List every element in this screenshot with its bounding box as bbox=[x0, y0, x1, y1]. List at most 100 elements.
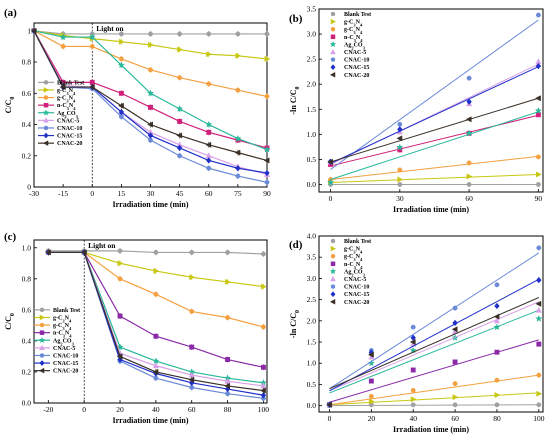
legend-marker bbox=[330, 11, 336, 17]
y-tick-label: 3.5 bbox=[307, 5, 317, 14]
data-point bbox=[264, 169, 270, 177]
series-g-c-n--2 bbox=[328, 154, 541, 182]
data-point bbox=[177, 31, 183, 37]
data-point bbox=[153, 267, 160, 275]
legend-label: CNAC-10 bbox=[57, 126, 82, 132]
data-point bbox=[176, 132, 183, 139]
data-point bbox=[326, 178, 335, 186]
data-point bbox=[89, 43, 95, 49]
y-tick-label: 0.0 bbox=[22, 399, 32, 408]
data-point bbox=[536, 402, 542, 408]
legend-label: g-C3N4 bbox=[57, 88, 76, 96]
x-tick-label: 75 bbox=[234, 189, 242, 198]
legend-label: g-C3N4 bbox=[57, 96, 76, 104]
series-blank-test-0 bbox=[327, 402, 542, 409]
legend-label: CNAC-10 bbox=[344, 58, 369, 64]
data-point bbox=[536, 341, 542, 347]
y-tick-label: 0 bbox=[27, 183, 31, 192]
data-point bbox=[396, 135, 403, 142]
data-point bbox=[225, 357, 231, 362]
data-point bbox=[466, 182, 472, 187]
x-tick-label: 20 bbox=[368, 414, 376, 423]
data-point bbox=[452, 381, 458, 387]
y-tick-label: 0.5 bbox=[307, 380, 317, 389]
plot-frame-d bbox=[318, 235, 544, 413]
series-n-c-n--3 bbox=[327, 339, 542, 408]
data-point bbox=[153, 333, 159, 339]
series-blank-test-0 bbox=[328, 182, 541, 187]
data-point bbox=[146, 89, 155, 97]
data-point bbox=[326, 401, 332, 408]
y-tick-label: 0.5 bbox=[307, 155, 317, 164]
legend-label: CNAC-20 bbox=[57, 141, 82, 147]
panel-label-d: (d) bbox=[289, 239, 303, 251]
data-point bbox=[397, 121, 403, 127]
x-tick-label: 90 bbox=[263, 189, 271, 198]
legend-label: CNAC-20 bbox=[344, 300, 369, 306]
legend-label: CNAC-5 bbox=[53, 346, 75, 352]
data-point bbox=[264, 93, 270, 99]
y-tick-label: 3.5 bbox=[307, 253, 317, 262]
panel-a: (a) -30 -15 0 15 30 45 60 75 90 0 0.2 0.4 0.6 0.8 1 Irra… bbox=[4, 7, 271, 209]
data-point bbox=[235, 173, 241, 179]
light-on-label: Light on bbox=[88, 241, 116, 250]
data-point bbox=[205, 120, 213, 128]
fit-line bbox=[329, 309, 539, 394]
legend-label: CNAC-20 bbox=[344, 73, 369, 79]
data-point bbox=[234, 149, 241, 156]
fit-line bbox=[330, 97, 539, 163]
data-point bbox=[152, 368, 159, 376]
x-tick-label: 60 bbox=[188, 405, 196, 414]
data-point bbox=[206, 81, 212, 87]
data-point bbox=[410, 387, 416, 393]
data-point bbox=[536, 245, 542, 251]
y-tick-label: 1.5 bbox=[307, 338, 317, 347]
series-cnac-20-8 bbox=[326, 297, 542, 408]
legend-label: n-C3N4 bbox=[57, 103, 76, 111]
y-tick-label: 0.6 bbox=[22, 305, 32, 314]
data-point bbox=[534, 107, 542, 114]
data-point bbox=[206, 157, 212, 164]
y-tick-label: 0.2 bbox=[22, 151, 32, 160]
data-point bbox=[152, 362, 159, 369]
legend-marker bbox=[330, 261, 336, 267]
data-point bbox=[224, 382, 231, 389]
x-tick-label: 60 bbox=[465, 194, 473, 203]
data-point bbox=[88, 83, 95, 91]
data-point bbox=[451, 326, 458, 333]
data-point bbox=[536, 276, 542, 284]
data-point bbox=[452, 319, 458, 327]
data-point bbox=[260, 391, 267, 399]
legend-label: Ag2CO3 bbox=[344, 269, 366, 277]
data-point bbox=[410, 402, 416, 408]
y-tick-label: 0.0 bbox=[307, 180, 317, 189]
data-point bbox=[153, 291, 159, 297]
data-point bbox=[59, 83, 66, 91]
data-point bbox=[117, 248, 123, 254]
data-point bbox=[205, 141, 212, 148]
x-axis-title: Irradiation time (min) bbox=[113, 416, 189, 425]
data-point bbox=[263, 157, 270, 164]
legend-label: Blank Test bbox=[344, 12, 371, 18]
data-point bbox=[189, 308, 195, 314]
data-point bbox=[535, 12, 541, 18]
legend-label: Ag2CO3 bbox=[344, 42, 366, 50]
data-point bbox=[176, 144, 183, 152]
legend-b: Blank Testg-C3N4g-C3N4n-C3N4Ag2CO3CNAC-5… bbox=[329, 11, 371, 79]
fit-line bbox=[329, 404, 539, 407]
fit-line bbox=[330, 155, 539, 180]
data-point bbox=[44, 249, 51, 256]
data-point bbox=[465, 129, 473, 137]
x-tick-label: 20 bbox=[116, 405, 124, 414]
data-point bbox=[117, 61, 125, 69]
data-point bbox=[147, 132, 154, 139]
data-point bbox=[536, 390, 543, 397]
data-point bbox=[263, 145, 271, 153]
y-tick-label: 3.0 bbox=[307, 30, 317, 39]
series-blank-test-0 bbox=[31, 27, 270, 37]
legend-marker bbox=[330, 291, 336, 298]
data-point bbox=[452, 402, 458, 408]
data-point bbox=[264, 55, 271, 62]
series-ag-co--4 bbox=[325, 309, 543, 408]
data-point bbox=[235, 52, 242, 59]
